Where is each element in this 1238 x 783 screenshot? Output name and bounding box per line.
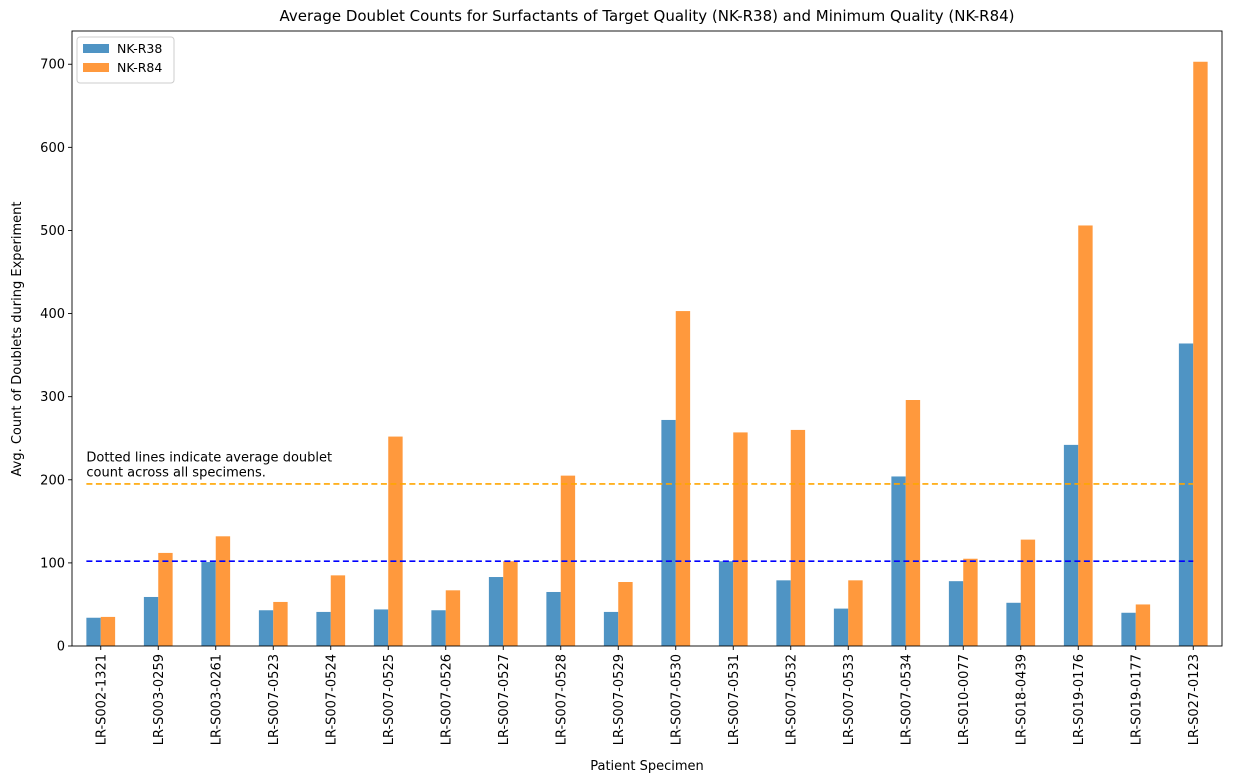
bar-nk-r84-lr-s010-0077: [963, 558, 978, 646]
bar-nk-r84-lr-s007-0529: [618, 582, 633, 646]
y-tick-label-600: 600: [40, 141, 65, 156]
bar-nk-r38-lr-s019-0176: [1063, 444, 1079, 646]
bar-nk-r38-lr-s007-0528: [546, 591, 561, 646]
x-tick-label-lr-s010-0077: LR-S010-0077: [957, 654, 972, 745]
x-tick-label-lr-s007-0530: LR-S007-0530: [669, 654, 684, 745]
bar-nk-r38-lr-s002-1321: [86, 617, 101, 646]
x-tick-label-lr-s007-0523: LR-S007-0523: [267, 654, 282, 745]
bar-nk-r38-lr-s007-0532: [776, 580, 791, 646]
y-tick-label-500: 500: [40, 224, 65, 239]
bar-nk-r38-lr-s007-0531: [718, 561, 734, 646]
bar-nk-r38-lr-s010-0077: [948, 581, 964, 646]
x-tick-label-lr-s019-0177: LR-S019-0177: [1129, 654, 1144, 745]
x-tick-label-lr-s027-0123: LR-S027-0123: [1187, 654, 1202, 745]
y-tick-label-700: 700: [40, 58, 65, 73]
bar-nk-r84-lr-s007-0526: [445, 590, 461, 646]
bar-nk-r84-lr-s003-0259: [158, 552, 173, 646]
axes: 0 100 200 300 400 500 600 700 LR-S002-1321 LR-S00…: [40, 30, 1223, 745]
x-tick-label-lr-s007-0526: LR-S007-0526: [439, 654, 454, 745]
bar-nk-r38-lr-s007-0524: [316, 611, 331, 646]
bar-nk-r38-lr-s007-0527: [488, 577, 504, 646]
x-tick-label-lr-s003-0261: LR-S003-0261: [209, 654, 224, 745]
bar-nk-r84-lr-s007-0528: [560, 475, 576, 646]
x-tick-label-lr-s002-1321: LR-S002-1321: [94, 654, 109, 745]
y-tick-label-200: 200: [40, 473, 65, 488]
bar-nk-r84-lr-s027-0123: [1193, 61, 1208, 646]
bar-nk-r84-lr-s007-0532: [790, 429, 806, 646]
bar-nk-r84-lr-s007-0524: [330, 575, 346, 646]
bar-nk-r84-lr-s007-0523: [273, 601, 288, 646]
x-tick-label-lr-s007-0533: LR-S007-0533: [842, 654, 857, 745]
x-tick-label-lr-s003-0259: LR-S003-0259: [152, 654, 167, 745]
legend: NK-R38 NK-R84: [76, 36, 175, 84]
x-tick-label-lr-s019-0176: LR-S019-0176: [1072, 654, 1087, 745]
bar-nk-r38-lr-s007-0526: [431, 610, 446, 646]
annotation-line-1: Dotted lines indicate average doublet: [86, 450, 332, 465]
annotation-line-2: count across all specimens.: [86, 465, 266, 480]
y-tick-label-100: 100: [40, 556, 65, 571]
bar-nk-r84-lr-s002-1321: [100, 616, 116, 646]
bar-nk-r38-lr-s018-0439: [1006, 602, 1021, 646]
bar-nk-r84-lr-s019-0177: [1135, 604, 1151, 646]
legend-label-nk-r84: NK-R84: [117, 60, 162, 75]
x-tick-label-lr-s007-0534: LR-S007-0534: [899, 654, 914, 745]
y-axis-title: Avg. Count of Doublets during Experiment: [10, 202, 25, 477]
bar-nk-r84-lr-s007-0525: [388, 436, 403, 646]
reference-lines: [86, 483, 1194, 563]
x-tick-label-lr-s007-0525: LR-S007-0525: [382, 654, 397, 745]
annotation: Dotted lines indicate average doubletcou…: [86, 450, 332, 480]
bar-nk-r84-lr-s003-0261: [215, 536, 231, 646]
bar-nk-r84-lr-s007-0527: [503, 561, 518, 646]
legend-label-nk-r38: NK-R38: [117, 41, 162, 56]
axes-frame: [71, 30, 1223, 647]
bar-nk-r84-lr-s007-0530: [675, 311, 691, 646]
bar-nk-r38-lr-s007-0533: [833, 608, 849, 646]
bar-nk-r38-lr-s027-0123: [1178, 343, 1194, 646]
x-tick-label-lr-s007-0524: LR-S007-0524: [324, 654, 339, 745]
y-tick-label-0: 0: [57, 640, 65, 655]
x-tick-label-lr-s007-0528: LR-S007-0528: [554, 654, 569, 745]
y-tick-label-300: 300: [40, 390, 65, 405]
bar-nk-r38-lr-s003-0259: [143, 596, 159, 646]
bar-nk-r84-lr-s007-0534: [905, 400, 921, 646]
bar-nk-r84-lr-s018-0439: [1020, 539, 1036, 646]
x-tick-label-lr-s018-0439: LR-S018-0439: [1014, 654, 1029, 745]
chart-title: Average Doublet Counts for Surfactants o…: [279, 7, 1014, 25]
bar-nk-r84-lr-s019-0176: [1078, 225, 1093, 646]
bar-nk-r38-lr-s007-0523: [258, 610, 274, 646]
y-tick-label-400: 400: [40, 307, 65, 322]
x-tick-label-lr-s007-0531: LR-S007-0531: [727, 654, 742, 745]
bar-nk-r84-lr-s007-0531: [733, 432, 748, 646]
x-tick-label-lr-s007-0532: LR-S007-0532: [784, 654, 799, 745]
bar-nk-r38-lr-s003-0261: [201, 562, 216, 646]
bar-nk-r38-lr-s007-0530: [661, 419, 676, 646]
bar-nk-r84-lr-s007-0533: [848, 580, 863, 646]
plot-area: [86, 61, 1208, 646]
bar-nk-r38-lr-s007-0529: [603, 611, 619, 646]
bar-nk-r38-lr-s007-0525: [373, 609, 389, 646]
bar-nk-r38-lr-s019-0177: [1121, 612, 1136, 646]
x-tick-label-lr-s007-0529: LR-S007-0529: [612, 654, 627, 745]
legend-swatch-nk-r38: [83, 44, 109, 53]
x-axis-title: Patient Specimen: [590, 759, 704, 774]
x-tick-label-lr-s007-0527: LR-S007-0527: [497, 654, 512, 745]
legend-swatch-nk-r84: [83, 63, 109, 72]
